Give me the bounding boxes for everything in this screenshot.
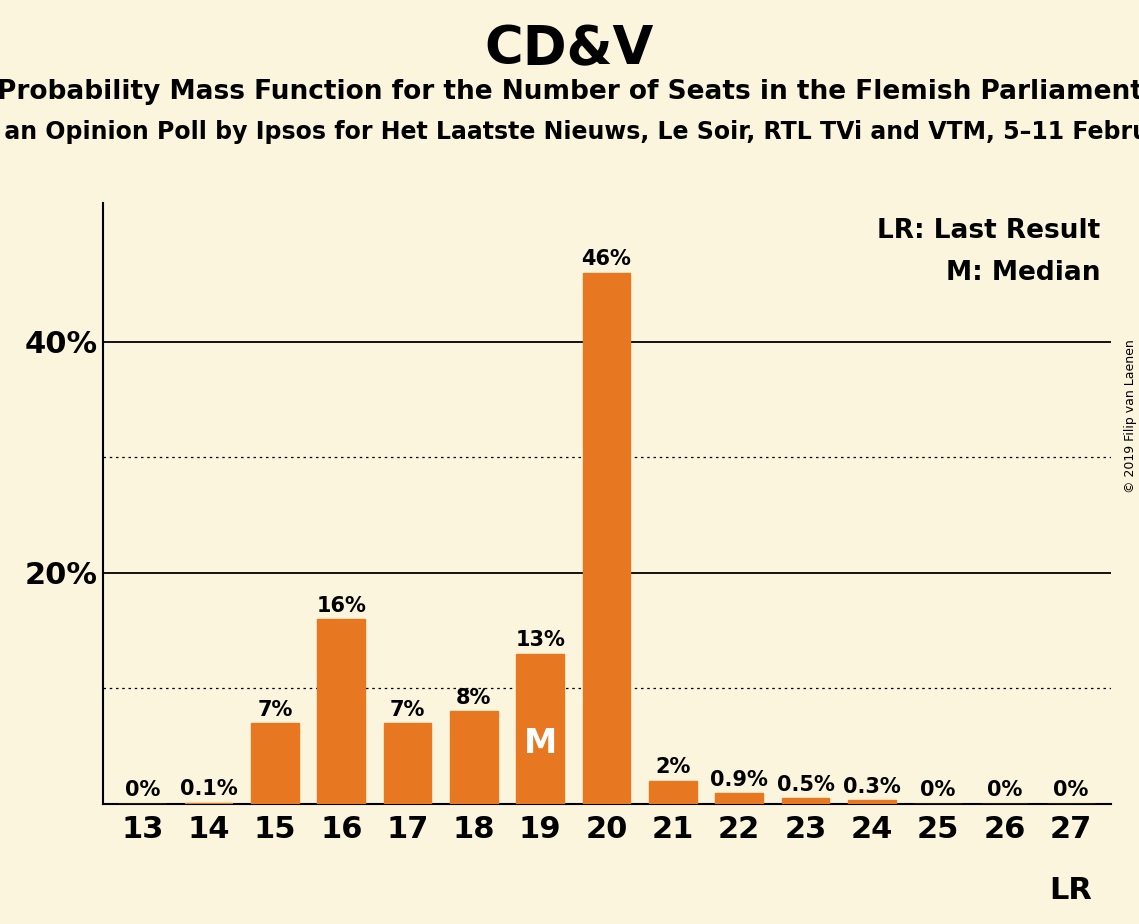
Text: 46%: 46% bbox=[582, 249, 631, 269]
Text: 13%: 13% bbox=[515, 630, 565, 650]
Text: 0.9%: 0.9% bbox=[711, 770, 768, 790]
Bar bbox=[781, 798, 829, 804]
Text: M: M bbox=[524, 727, 557, 760]
Text: 16%: 16% bbox=[317, 596, 366, 615]
Bar bbox=[583, 273, 630, 804]
Text: CD&V: CD&V bbox=[485, 23, 654, 75]
Text: 7%: 7% bbox=[390, 699, 425, 720]
Text: LR: Last Result: LR: Last Result bbox=[877, 218, 1100, 244]
Text: 0.5%: 0.5% bbox=[777, 774, 835, 795]
Text: on an Opinion Poll by Ipsos for Het Laatste Nieuws, Le Soir, RTL TVi and VTM, 5–: on an Opinion Poll by Ipsos for Het Laat… bbox=[0, 120, 1139, 144]
Bar bbox=[450, 711, 498, 804]
Text: 8%: 8% bbox=[457, 688, 492, 708]
Text: 0%: 0% bbox=[920, 781, 956, 800]
Text: 0%: 0% bbox=[1054, 781, 1089, 800]
Bar bbox=[649, 781, 697, 804]
Bar bbox=[185, 803, 232, 804]
Text: 0%: 0% bbox=[124, 781, 159, 800]
Text: M: Median: M: Median bbox=[947, 261, 1100, 286]
Bar bbox=[318, 619, 366, 804]
Bar bbox=[715, 794, 763, 804]
Bar bbox=[516, 654, 564, 804]
Text: 0.3%: 0.3% bbox=[843, 777, 901, 796]
Bar bbox=[251, 723, 298, 804]
Text: 2%: 2% bbox=[655, 758, 690, 777]
Text: © 2019 Filip van Laenen: © 2019 Filip van Laenen bbox=[1124, 339, 1137, 492]
Bar bbox=[847, 800, 895, 804]
Text: 0%: 0% bbox=[986, 781, 1022, 800]
Text: 0.1%: 0.1% bbox=[180, 779, 238, 799]
Text: Probability Mass Function for the Number of Seats in the Flemish Parliament: Probability Mass Function for the Number… bbox=[0, 79, 1139, 104]
Text: 7%: 7% bbox=[257, 699, 293, 720]
Bar bbox=[384, 723, 432, 804]
Text: LR: LR bbox=[1049, 876, 1092, 906]
